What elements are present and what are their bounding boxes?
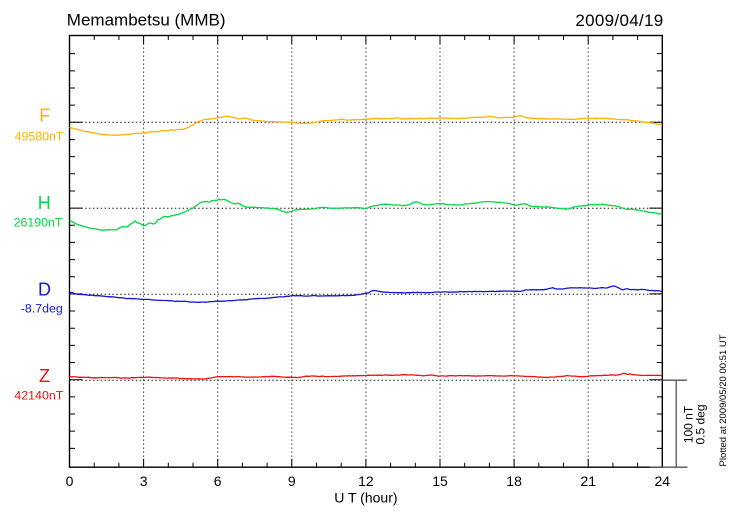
svg-text:15: 15 bbox=[432, 473, 448, 489]
svg-text:Memambetsu (MMB): Memambetsu (MMB) bbox=[67, 11, 226, 30]
svg-text:F: F bbox=[39, 106, 50, 126]
svg-text:26190nT: 26190nT bbox=[14, 215, 63, 229]
svg-text:Z: Z bbox=[39, 366, 50, 386]
svg-text:49580nT: 49580nT bbox=[15, 130, 64, 144]
svg-text:6: 6 bbox=[214, 473, 222, 489]
svg-text:U T (hour): U T (hour) bbox=[334, 490, 397, 506]
svg-text:2009/04/19: 2009/04/19 bbox=[575, 11, 663, 30]
svg-text:Plotted at 2009/05/20 00:51 UT: Plotted at 2009/05/20 00:51 UT bbox=[718, 334, 729, 466]
svg-text:12: 12 bbox=[358, 473, 374, 489]
svg-text:-8.7deg: -8.7deg bbox=[21, 302, 63, 316]
svg-text:100 nT: 100 nT bbox=[682, 405, 696, 443]
svg-text:D: D bbox=[38, 279, 51, 299]
svg-text:21: 21 bbox=[580, 473, 596, 489]
svg-text:0.5 deg: 0.5 deg bbox=[694, 404, 708, 444]
svg-text:9: 9 bbox=[288, 473, 296, 489]
svg-text:H: H bbox=[38, 193, 51, 213]
svg-text:0: 0 bbox=[66, 473, 74, 489]
svg-text:42140nT: 42140nT bbox=[14, 389, 63, 403]
svg-text:24: 24 bbox=[655, 473, 671, 489]
svg-text:18: 18 bbox=[506, 473, 522, 489]
svg-text:3: 3 bbox=[140, 473, 148, 489]
